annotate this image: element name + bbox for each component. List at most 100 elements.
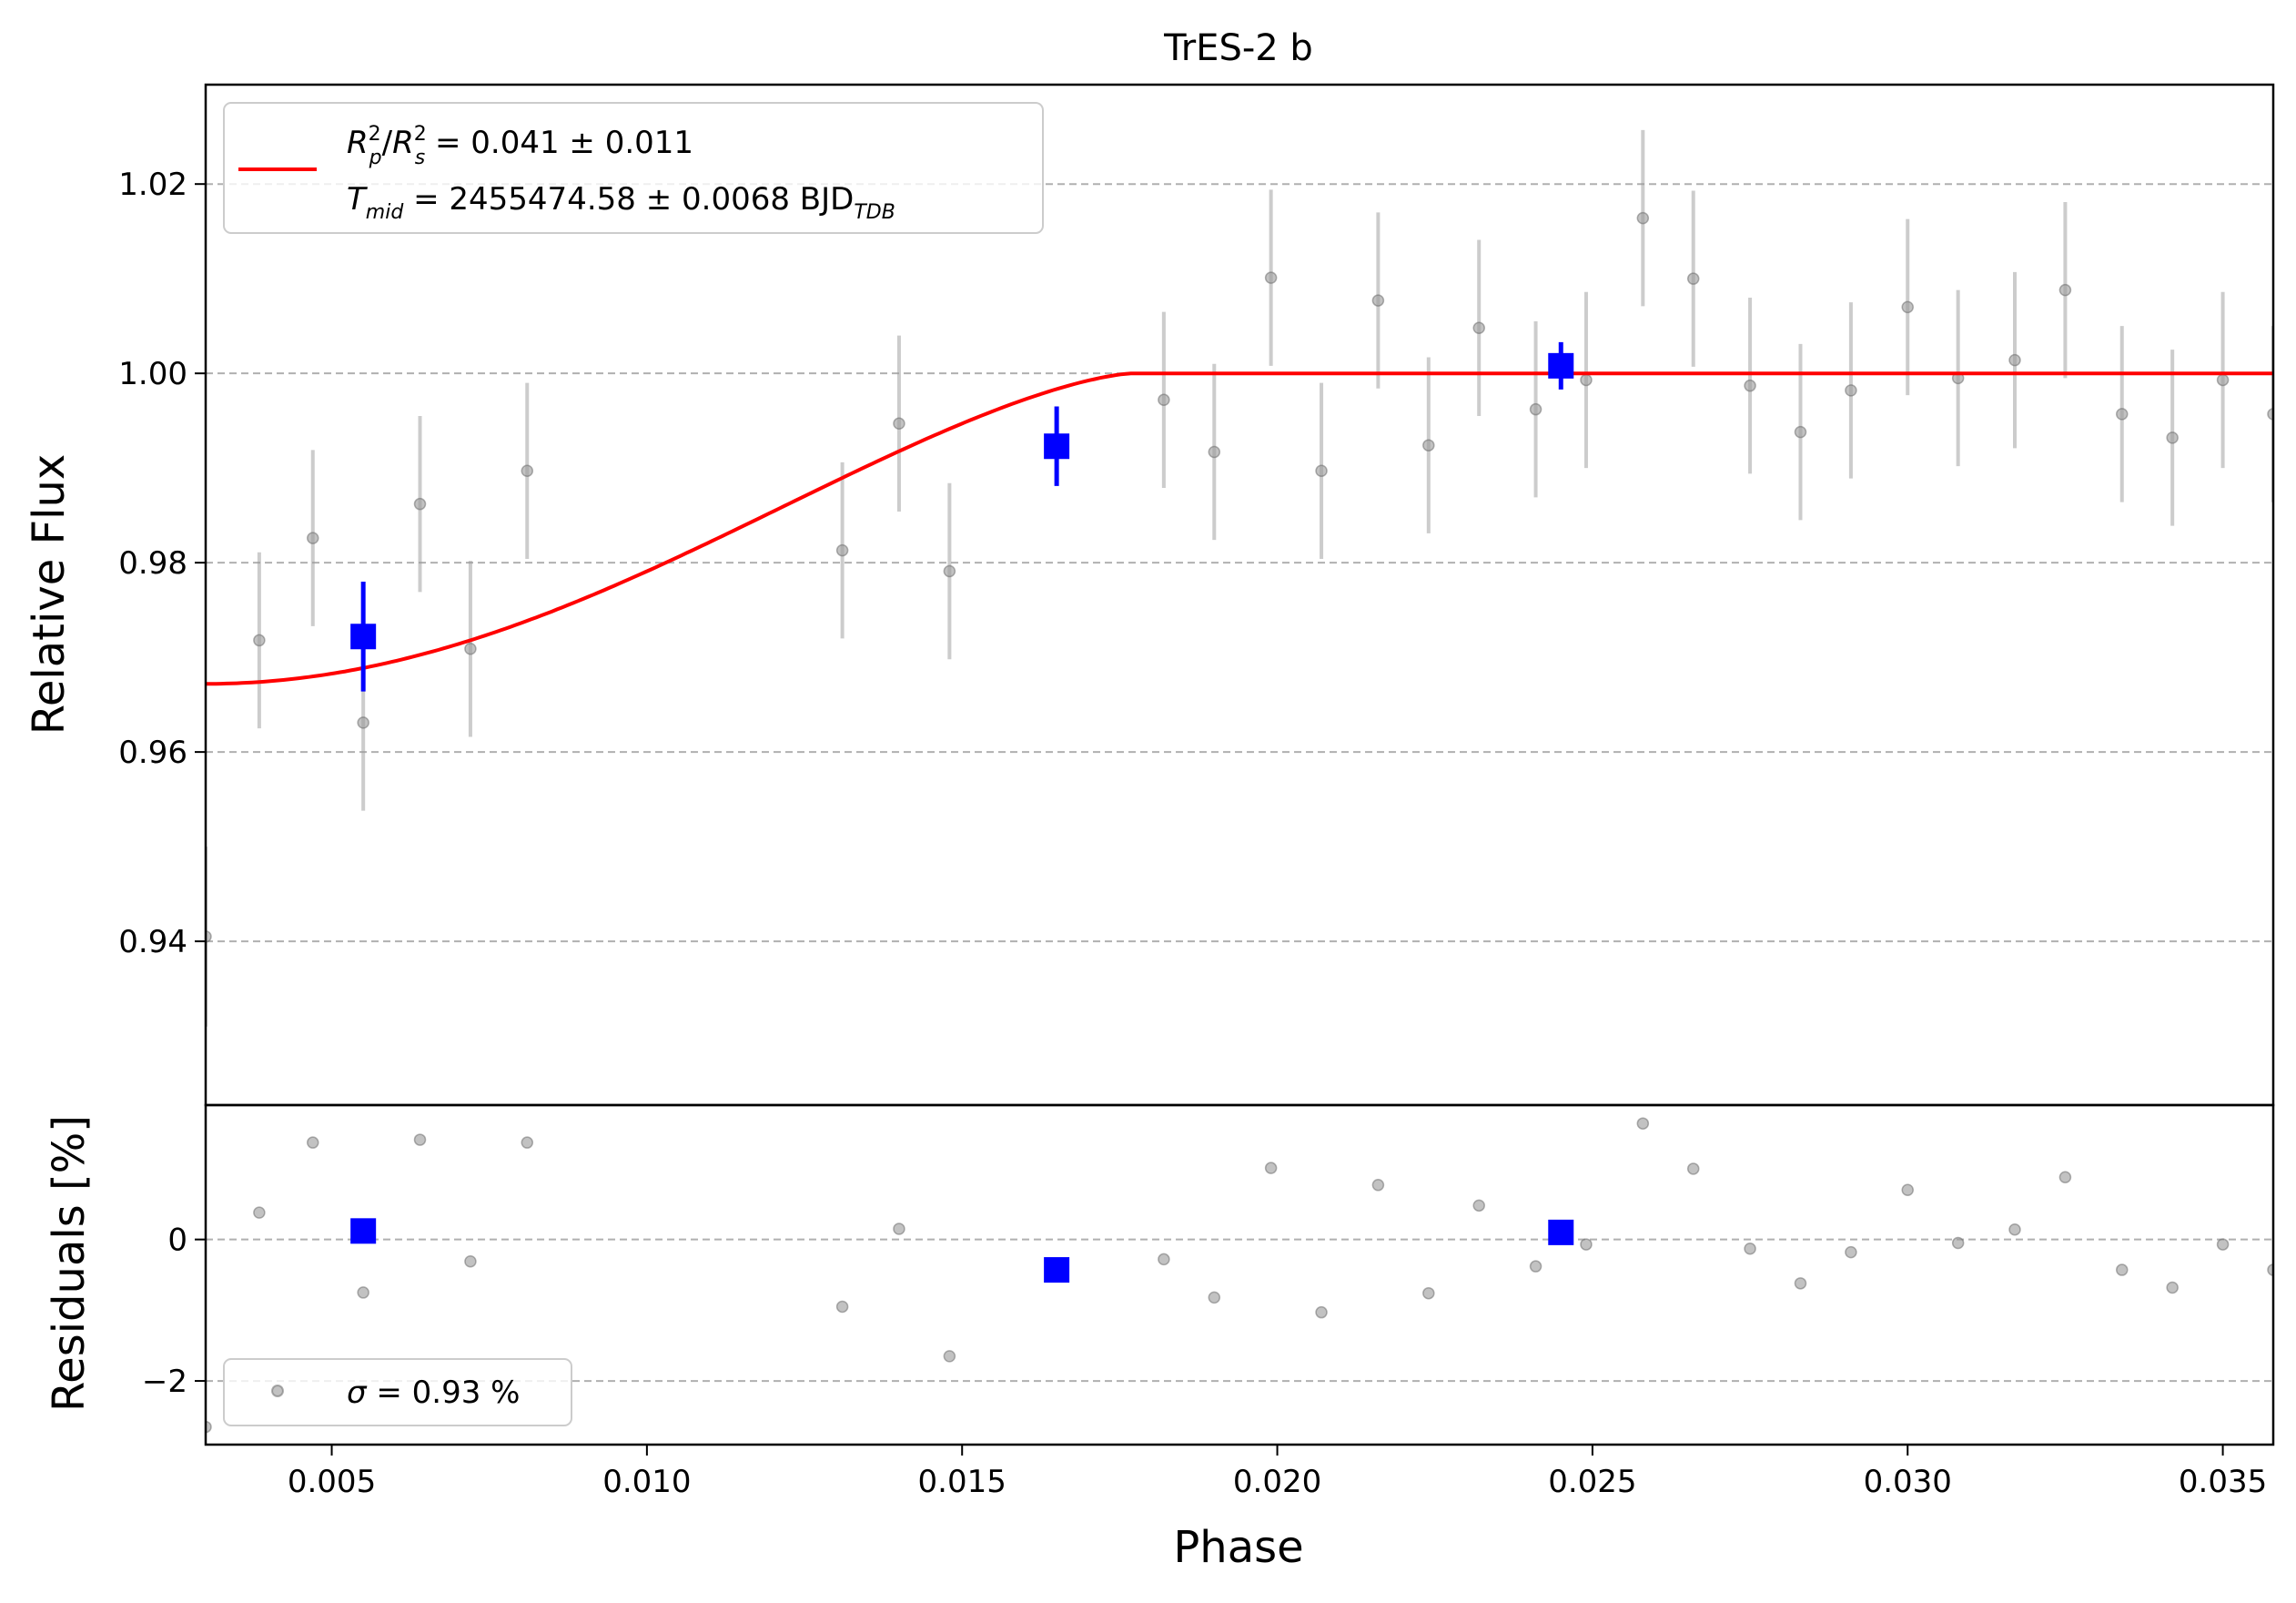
residual-raw-point	[521, 1136, 534, 1149]
residuals-binned-points	[350, 1218, 1574, 1283]
flux-raw-point	[2058, 283, 2072, 297]
flux-raw-point	[253, 634, 266, 647]
flux-raw-point	[1686, 272, 1700, 285]
flux-raw-point	[1315, 464, 1328, 478]
residuals-legend: σ = 0.93 %	[223, 1358, 572, 1426]
flux-raw-point	[1208, 445, 1221, 459]
residual-raw-point	[357, 1286, 369, 1299]
residuals-y-ticks: −2 0	[142, 1223, 206, 1400]
x-tick-label: 0.035	[2179, 1464, 2267, 1500]
legend-rp-rs-entry: R2 p/R2 s = 0.041 ± 0.011	[347, 123, 693, 169]
flux-binned-point	[1044, 433, 1070, 460]
legend-sigma-entry: σ = 0.93 %	[347, 1375, 520, 1411]
x-tick-label: 0.020	[1233, 1464, 1321, 1500]
flux-raw-point	[1794, 425, 1807, 439]
residual-raw-point	[1794, 1277, 1807, 1290]
residual-raw-point	[943, 1350, 956, 1363]
residual-raw-point	[2216, 1238, 2230, 1251]
x-tick-label: 0.005	[288, 1464, 376, 1500]
flux-raw-point	[2267, 408, 2273, 421]
flux-raw-point	[307, 532, 319, 544]
residual-raw-point	[464, 1254, 477, 1268]
flux-raw-point	[1422, 439, 1435, 451]
residual-raw-point	[1208, 1291, 1221, 1304]
flux-raw-point	[1580, 373, 1593, 387]
flux-raw-point	[1636, 211, 1650, 225]
residual-raw-point	[307, 1136, 319, 1149]
flux-raw-point	[1371, 294, 1385, 307]
residual-binned-point	[350, 1218, 377, 1244]
flux-raw-points	[206, 129, 2273, 1027]
flux-y-tick-label: 1.02	[118, 167, 187, 203]
legend-tmid-entry: Tmid = 2455474.58 ± 0.0068 BJDTDB	[347, 181, 895, 224]
residual-raw-point	[1315, 1305, 1328, 1319]
flux-raw-point	[1744, 379, 1756, 392]
flux-gridlines	[206, 183, 2273, 943]
flux-raw-point	[1158, 393, 1170, 407]
flux-raw-point	[521, 464, 534, 478]
residual-raw-point	[2116, 1263, 2129, 1276]
flux-panel-frame	[204, 83, 2275, 1107]
residuals-raw-points	[206, 1117, 2273, 1434]
flux-raw-point	[357, 716, 369, 729]
flux-raw-point	[2166, 431, 2179, 444]
residual-raw-point	[1472, 1199, 1485, 1212]
flux-legend: R2 p/R2 s = 0.041 ± 0.011 Tmid = 2455474.5…	[223, 102, 1044, 234]
flux-legend-box	[223, 102, 1044, 234]
flux-y-axis-label: Relative Flux	[24, 454, 75, 736]
flux-raw-point	[413, 497, 427, 511]
residual-binned-point	[1548, 1219, 1574, 1245]
transit-model-line	[206, 371, 2273, 686]
residuals-panel-frame	[204, 1103, 2275, 1446]
residual-raw-point	[1529, 1260, 1542, 1273]
residual-raw-point	[253, 1206, 266, 1219]
flux-y-tick-label: 0.98	[118, 545, 187, 582]
flux-raw-point	[206, 930, 212, 943]
flux-y-ticks: 0.94 0.96 0.98 1.00 1.02	[118, 167, 206, 960]
residual-raw-point	[206, 1420, 212, 1434]
flux-raw-point	[1472, 321, 1485, 335]
x-tick-label: 0.010	[602, 1464, 691, 1500]
residual-raw-point	[1580, 1238, 1593, 1251]
x-axis-label: Phase	[1173, 1522, 1303, 1573]
residual-raw-point	[2166, 1281, 2179, 1294]
flux-y-tick-label: 0.94	[118, 924, 187, 960]
residual-raw-point	[835, 1300, 849, 1314]
flux-raw-point	[1264, 271, 1278, 284]
x-tick-label: 0.025	[1548, 1464, 1636, 1500]
residual-raw-point	[1951, 1236, 1965, 1250]
flux-raw-point	[1845, 384, 1857, 397]
flux-raw-point	[1529, 402, 1542, 416]
chart-title: TrES-2 b	[1163, 27, 1313, 69]
residuals-y-tick-label: −2	[142, 1364, 187, 1400]
legend-residual-marker	[271, 1385, 284, 1397]
flux-binned-point	[1548, 352, 1574, 379]
flux-y-tick-label: 0.96	[118, 735, 187, 771]
residuals-legend-box	[223, 1358, 572, 1426]
flux-raw-point	[2216, 373, 2230, 387]
residual-raw-point	[1264, 1162, 1278, 1174]
residuals-panel: −20 0.005 0.010 0.015 0.020 0.025 0.030 0.035 …	[44, 1103, 2275, 1573]
residuals-y-tick-label: 0	[167, 1223, 187, 1259]
flux-raw-point	[2008, 353, 2021, 367]
flux-y-tick-label: 1.00	[118, 356, 187, 392]
residual-raw-point	[2058, 1171, 2072, 1184]
flux-binned-point	[350, 624, 377, 650]
residual-raw-point	[1422, 1286, 1435, 1300]
flux-raw-point	[943, 564, 956, 578]
flux-raw-point	[893, 417, 905, 431]
residual-raw-point	[1744, 1242, 1756, 1255]
x-tick-label: 0.030	[1864, 1464, 1952, 1500]
residuals-y-axis-label: Residuals [%]	[44, 1115, 95, 1412]
flux-raw-point	[835, 543, 849, 557]
residual-raw-point	[1845, 1245, 1857, 1259]
residual-raw-point	[1686, 1162, 1700, 1175]
residual-raw-point	[2008, 1223, 2021, 1236]
flux-raw-point	[2116, 408, 2129, 421]
residual-raw-point	[893, 1223, 905, 1235]
flux-binned-points	[350, 341, 1574, 692]
flux-raw-point	[1901, 300, 1914, 314]
residual-raw-point	[1901, 1183, 1914, 1196]
residual-raw-point	[1636, 1117, 1650, 1130]
